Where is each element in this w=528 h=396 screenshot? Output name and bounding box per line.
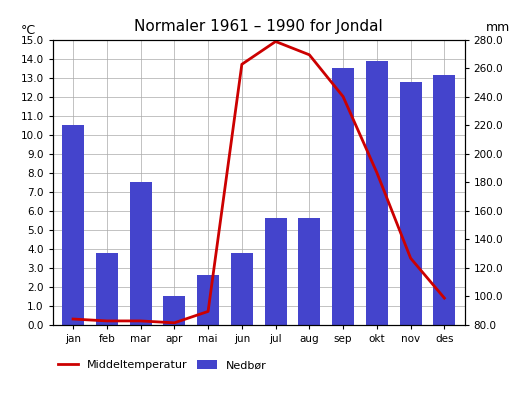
Bar [62, 125, 84, 325]
Bar [96, 253, 118, 325]
Bar [433, 75, 455, 325]
Bar [231, 253, 253, 325]
Title: Normaler 1961 – 1990 for Jondal: Normaler 1961 – 1990 for Jondal [134, 19, 383, 34]
Bar [129, 182, 152, 325]
Bar [298, 218, 320, 325]
Y-axis label: °C: °C [21, 24, 36, 37]
Bar [400, 82, 421, 325]
Bar [366, 61, 388, 325]
Bar [163, 296, 185, 325]
Bar [332, 68, 354, 325]
Y-axis label: mm: mm [485, 21, 510, 34]
Bar [265, 218, 287, 325]
Bar [197, 275, 219, 325]
Legend: Middeltemperatur, Nedbør: Middeltemperatur, Nedbør [59, 360, 267, 371]
